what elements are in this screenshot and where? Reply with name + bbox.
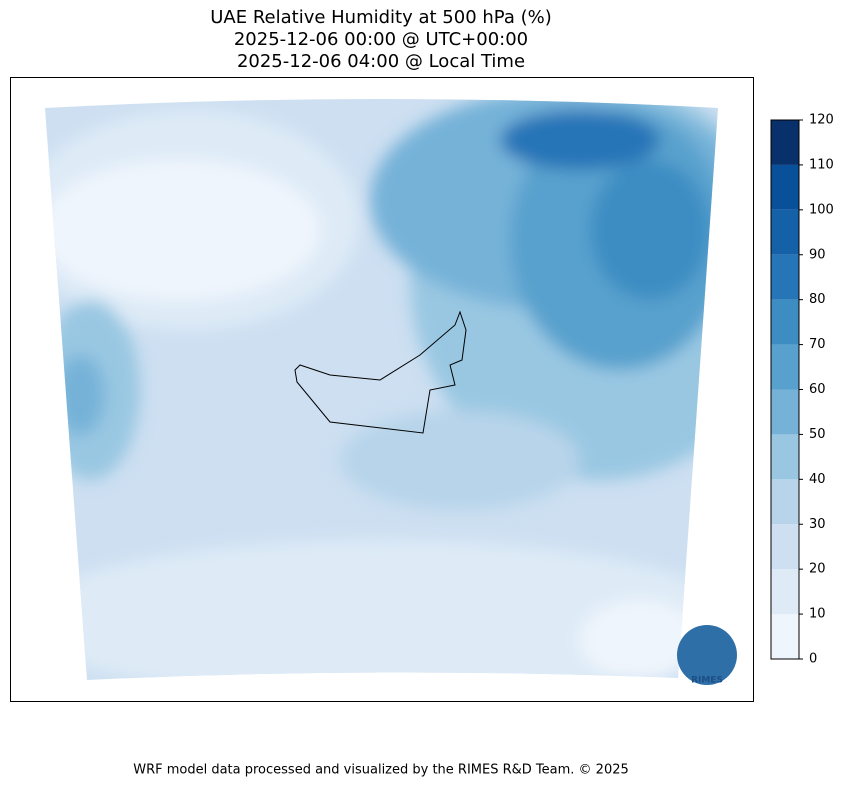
logo-text: RIMES	[691, 676, 723, 686]
colorbar-tick-label: 20	[809, 562, 826, 577]
colorbar-tick-label: 110	[809, 157, 834, 172]
humidity-field	[45, 99, 718, 680]
title-line: 2025-12-06 04:00 @ Local Time	[237, 51, 525, 72]
colorbar-tick-label: 100	[809, 202, 834, 217]
logo-badge	[677, 625, 737, 685]
colorbar-segment	[771, 209, 799, 255]
colorbar-tick-label: 70	[809, 337, 826, 352]
colorbar-tick-label: 120	[809, 113, 834, 128]
colorbar: 0 10 20 30 40 50 60 70 80 90 100 110 120	[770, 113, 834, 667]
colorbar-segment	[771, 569, 799, 615]
colorbar-tick-label: 50	[809, 427, 826, 442]
title-line: 2025-12-06 00:00 @ UTC+00:00	[234, 29, 528, 50]
footer: WRF model data processed and visualized …	[133, 763, 629, 778]
colorbar-segment	[771, 614, 799, 659]
colorbar-segment	[771, 164, 799, 210]
colorbar-segment	[771, 254, 799, 300]
colorbar-tick-label: 80	[809, 292, 826, 307]
colorbar-tick-label: 40	[809, 472, 826, 487]
title-line: UAE Relative Humidity at 500 hPa (%)	[210, 7, 551, 28]
colorbar-segment	[771, 389, 799, 435]
colorbar-tick-label: 0	[809, 652, 817, 667]
colorbar-segment	[771, 434, 799, 480]
colorbar-segment	[771, 479, 799, 525]
colorbar-tick-label: 90	[809, 247, 826, 262]
colorbar-segment	[771, 299, 799, 345]
colorbar-segment	[771, 524, 799, 570]
colorbar-tick-label: 30	[809, 517, 826, 532]
colorbar-tick-label: 10	[809, 607, 826, 622]
colorbar-segment	[771, 120, 799, 165]
colorbar-tick-label: 60	[809, 382, 826, 397]
colorbar-segment	[771, 344, 799, 390]
uae-border	[294, 310, 467, 434]
